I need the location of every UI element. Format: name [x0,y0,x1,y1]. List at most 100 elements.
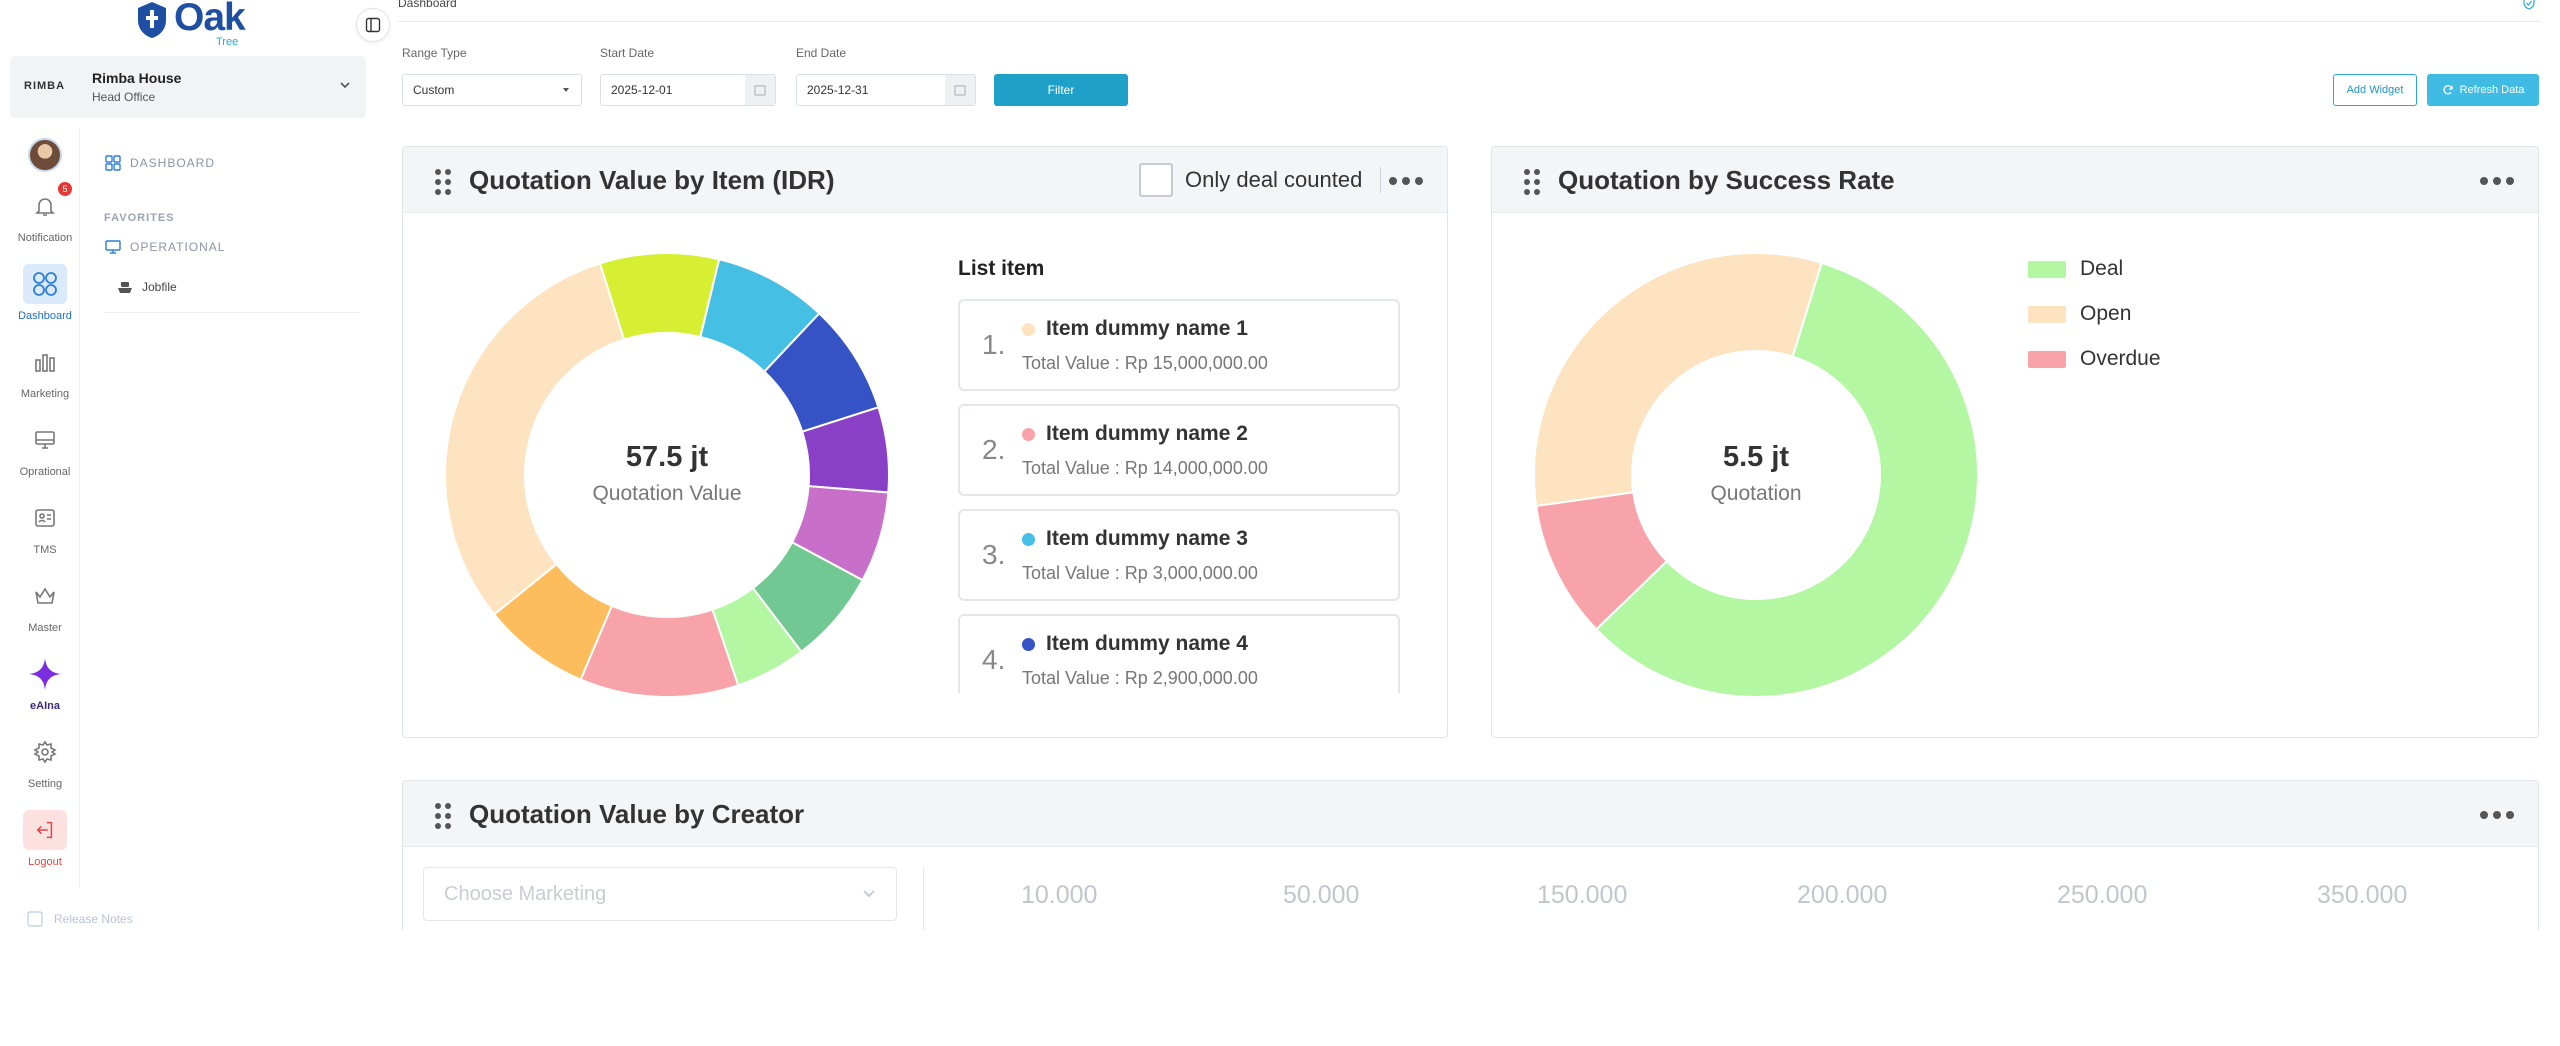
legend-swatch [2028,305,2066,323]
rail-item-eaina[interactable]: eAIna [10,654,80,712]
range-type-label: Range Type [402,46,467,60]
list-name: Item dummy name 4 [1046,632,1248,655]
more-options-icon[interactable] [2480,177,2514,185]
chart-legend: Deal Open Overdue [2028,257,2161,392]
nav-item-jobfile[interactable]: Jobfile [116,278,177,296]
start-date-input[interactable]: 2025-12-01 [600,74,776,106]
drag-handle-icon[interactable] [433,167,453,197]
drag-handle-icon[interactable] [433,801,453,831]
id-card-icon [23,498,67,538]
chevron-down-icon [340,82,350,89]
document-icon [27,911,43,927]
list-item[interactable]: 4. Item dummy name 4 Total Value : Rp 2,… [958,614,1400,693]
list-item[interactable]: 3. Item dummy name 3 Total Value : Rp 3,… [958,509,1400,601]
widget-success-rate: Quotation by Success Rate 5.5 jt Quotati… [1491,146,2539,738]
main-content: Dashboard Range Type Custom Start Date 2… [398,0,2540,1046]
success-rate-donut-chart [1533,252,1979,698]
list-rank: 3. [982,539,1006,570]
nav-label: OPERATIONAL [130,240,226,254]
axis-tick: 10.000 [1021,881,1098,909]
refresh-icon [2443,85,2453,95]
legend-item-deal[interactable]: Deal [2028,257,2161,281]
rail-profile[interactable] [10,138,80,172]
rail-item-setting[interactable]: Setting [10,732,80,790]
rail-label: Oprational [19,466,71,478]
donut-slice-1[interactable] [444,262,626,616]
calendar-icon[interactable] [745,75,775,105]
rail-item-logout[interactable]: Logout [10,810,80,868]
axis-tick: 150.000 [1537,881,1628,909]
widget-title: Quotation by Success Rate [1558,165,1895,195]
grid-icon [23,264,67,304]
list-color-dot [1022,428,1035,441]
monitor-icon [23,420,67,460]
more-options-icon[interactable] [2480,811,2514,819]
company-switcher[interactable]: RIMBA Rimba House Head Office [10,56,366,118]
only-deal-toggle[interactable]: Only deal counted [1139,163,1382,197]
rail-item-tms[interactable]: TMS [10,498,80,556]
list-name: Item dummy name 3 [1046,527,1248,550]
collapse-sidebar-button[interactable] [356,8,390,42]
rail-item-marketing[interactable]: Marketing [10,342,80,400]
donut-slice-open[interactable] [1533,252,1823,508]
donut-center-caption: Quotation Value [592,482,742,505]
rail-label: eAIna [30,700,60,712]
release-notes-label: Release Notes [54,912,133,926]
add-widget-button[interactable]: Add Widget [2333,74,2417,106]
release-notes-link[interactable]: Release Notes [26,910,133,928]
refresh-data-button[interactable]: Refresh Data [2427,74,2539,106]
widget-header: Quotation by Success Rate [1492,147,2538,213]
filter-button[interactable]: Filter [994,74,1128,106]
legend-item-open[interactable]: Open [2028,302,2161,326]
drag-handle-icon[interactable] [1522,167,1542,197]
only-deal-checkbox[interactable] [1139,163,1173,197]
choose-marketing-select[interactable]: Choose Marketing [423,867,897,921]
nav-item-operational[interactable]: OPERATIONAL [104,238,225,256]
rail-item-notification[interactable]: 5 Notification [10,182,80,244]
widget-title: Quotation Value by Item (IDR) [469,165,835,195]
list-color-dot [1022,533,1035,546]
breadcrumb[interactable]: Dashboard [398,0,457,10]
list-color-dot [1022,323,1035,336]
axis-tick: 250.000 [2057,881,2148,909]
shield-check-icon[interactable] [2522,0,2536,10]
calendar-icon[interactable] [945,75,975,105]
item-list[interactable]: 1. Item dummy name 1 Total Value : Rp 15… [958,299,1402,693]
legend-item-overdue[interactable]: Overdue [2028,347,2161,371]
rail-label: Notification [17,232,73,244]
end-date-label: End Date [796,46,847,60]
sidebar: Oak Tree RIMBA Rimba House Head Office 5… [0,0,390,930]
more-options-icon[interactable] [1389,177,1423,185]
donut-center-caption: Quotation [1710,482,1802,505]
sparkle-icon [23,654,67,694]
nav-item-dashboard[interactable]: DASHBOARD [104,154,215,172]
rail-item-operational[interactable]: Oprational [10,420,80,478]
donut-slice-deal[interactable] [1594,261,1979,698]
avatar[interactable] [28,138,62,172]
list-name: Item dummy name 2 [1046,422,1248,445]
legend-swatch [2028,260,2066,278]
nav-label: Jobfile [142,280,177,294]
legend-label: Deal [2080,257,2124,280]
list-item[interactable]: 2. Item dummy name 2 Total Value : Rp 14… [958,404,1400,496]
company-branch: Head Office [92,90,156,104]
caret-down-icon [563,88,569,92]
legend-label: Overdue [2080,347,2161,370]
list-value: Total Value : Rp 14,000,000.00 [1022,458,1268,478]
end-date-input[interactable]: 2025-12-31 [796,74,976,106]
divider [923,867,924,967]
donut-slice-10[interactable] [492,562,614,681]
range-type-value: Custom [413,83,455,97]
rail-item-master[interactable]: Master [10,576,80,634]
donut-center-label: 57.5 jt Quotation Value [567,441,767,506]
range-type-select[interactable]: Custom [402,74,582,106]
list-item[interactable]: 1. Item dummy name 1 Total Value : Rp 15… [958,299,1400,391]
gear-icon [23,732,67,772]
quotation-item-donut-chart [444,252,890,698]
rail-label: Logout [28,856,62,868]
rail-label: Master [28,622,62,634]
shield-logo-icon [138,2,166,38]
legend-label: Open [2080,302,2132,325]
rail-item-dashboard[interactable]: Dashboard [10,264,80,322]
list-value: Total Value : Rp 15,000,000.00 [1022,353,1268,373]
